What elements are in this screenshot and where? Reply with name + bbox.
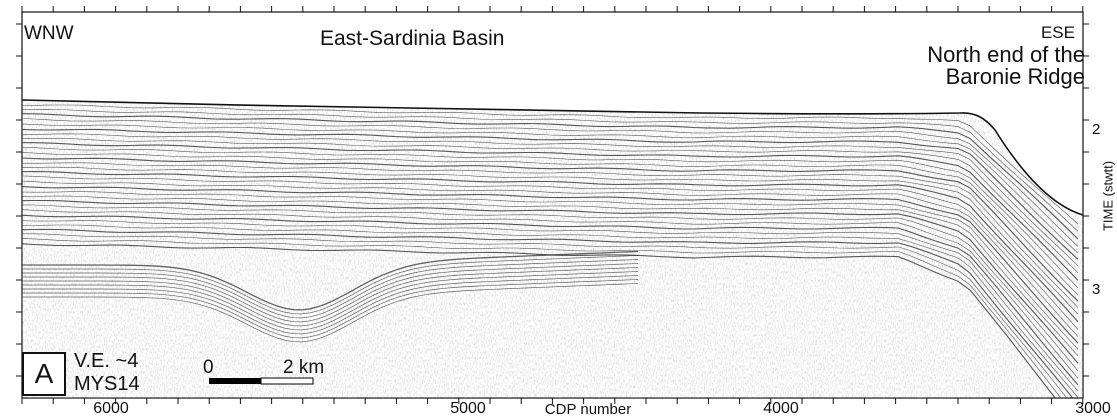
reflector-line — [22, 214, 1079, 386]
reflector-line — [22, 118, 1079, 247]
profile-id-label: MYS14 — [74, 373, 140, 395]
reflector-group — [22, 104, 1079, 398]
reflector-line — [22, 162, 1079, 308]
reflector-line — [22, 220, 1079, 392]
reflector-line — [22, 228, 1079, 398]
x-tick-3000: 3000 — [1075, 400, 1111, 417]
basin-label: East-Sardinia Basin — [320, 27, 505, 50]
scale-bar-light — [260, 377, 314, 385]
fold-reflector — [22, 279, 639, 339]
reflector-line — [22, 238, 1079, 398]
fold-reflector — [22, 259, 639, 319]
x-tick-6000: 6000 — [93, 400, 129, 417]
vertical-exaggeration-label: V.E. ~4 — [74, 350, 139, 372]
reflector-line — [22, 195, 1079, 357]
fold-reflector — [22, 283, 639, 343]
reflector-line — [22, 209, 1079, 379]
direction-label-ese: ESE — [1040, 23, 1075, 42]
seismic-body — [22, 100, 1083, 398]
reflector-line — [22, 199, 1079, 364]
reflector-line — [22, 180, 1079, 337]
reflector-line — [22, 123, 1079, 254]
scale-start-label: 0 — [203, 357, 214, 378]
reflector-line — [22, 175, 1079, 330]
reflector-line — [22, 157, 1079, 302]
x-tick-5000: 5000 — [450, 400, 486, 417]
scale-end-label: 2 km — [283, 357, 325, 378]
fold-reflector — [22, 250, 639, 311]
reflector-line — [22, 224, 1079, 398]
reflector-line — [22, 104, 1079, 225]
ridge-label-line1: North end of the — [927, 42, 1085, 67]
reflector-line — [22, 204, 1079, 372]
seafloor-reflector — [21, 99, 1084, 216]
frame-ticks — [16, 6, 1089, 404]
reflector-line — [22, 108, 1079, 232]
ridge-label: North end of the Baronie Ridge — [927, 44, 1085, 88]
y-tick-3: 3 — [1092, 281, 1101, 298]
reflector-line — [22, 146, 1079, 289]
fold-reflector — [22, 271, 639, 331]
scale-bar-dark — [209, 378, 261, 384]
fold-reflector — [22, 255, 639, 315]
reflector-line — [22, 138, 1079, 274]
reflector-line — [22, 166, 1079, 315]
direction-label-wnw: WNW — [24, 23, 74, 44]
reflector-line — [22, 142, 1079, 281]
fold-reflector — [22, 275, 639, 335]
y-axis-label: TIME (stwtt) — [1100, 160, 1116, 232]
reflector-line — [22, 113, 1079, 240]
reflector-line — [22, 171, 1079, 323]
fold-reflector — [22, 263, 639, 323]
reflector-line — [22, 233, 1079, 398]
reflector-line — [22, 186, 1079, 344]
reflector-line — [22, 133, 1079, 267]
reflector-line — [22, 191, 1079, 350]
ridge-label-line2: Baronie Ridge — [945, 64, 1085, 89]
panel-letter: A — [22, 352, 66, 396]
x-axis-label: CDP number — [544, 401, 632, 418]
fold-reflector — [22, 267, 639, 327]
x-tick-4000: 4000 — [763, 400, 799, 417]
reflector-line — [22, 128, 1079, 260]
reflector-line — [22, 152, 1079, 296]
y-tick-2: 2 — [1092, 121, 1101, 138]
